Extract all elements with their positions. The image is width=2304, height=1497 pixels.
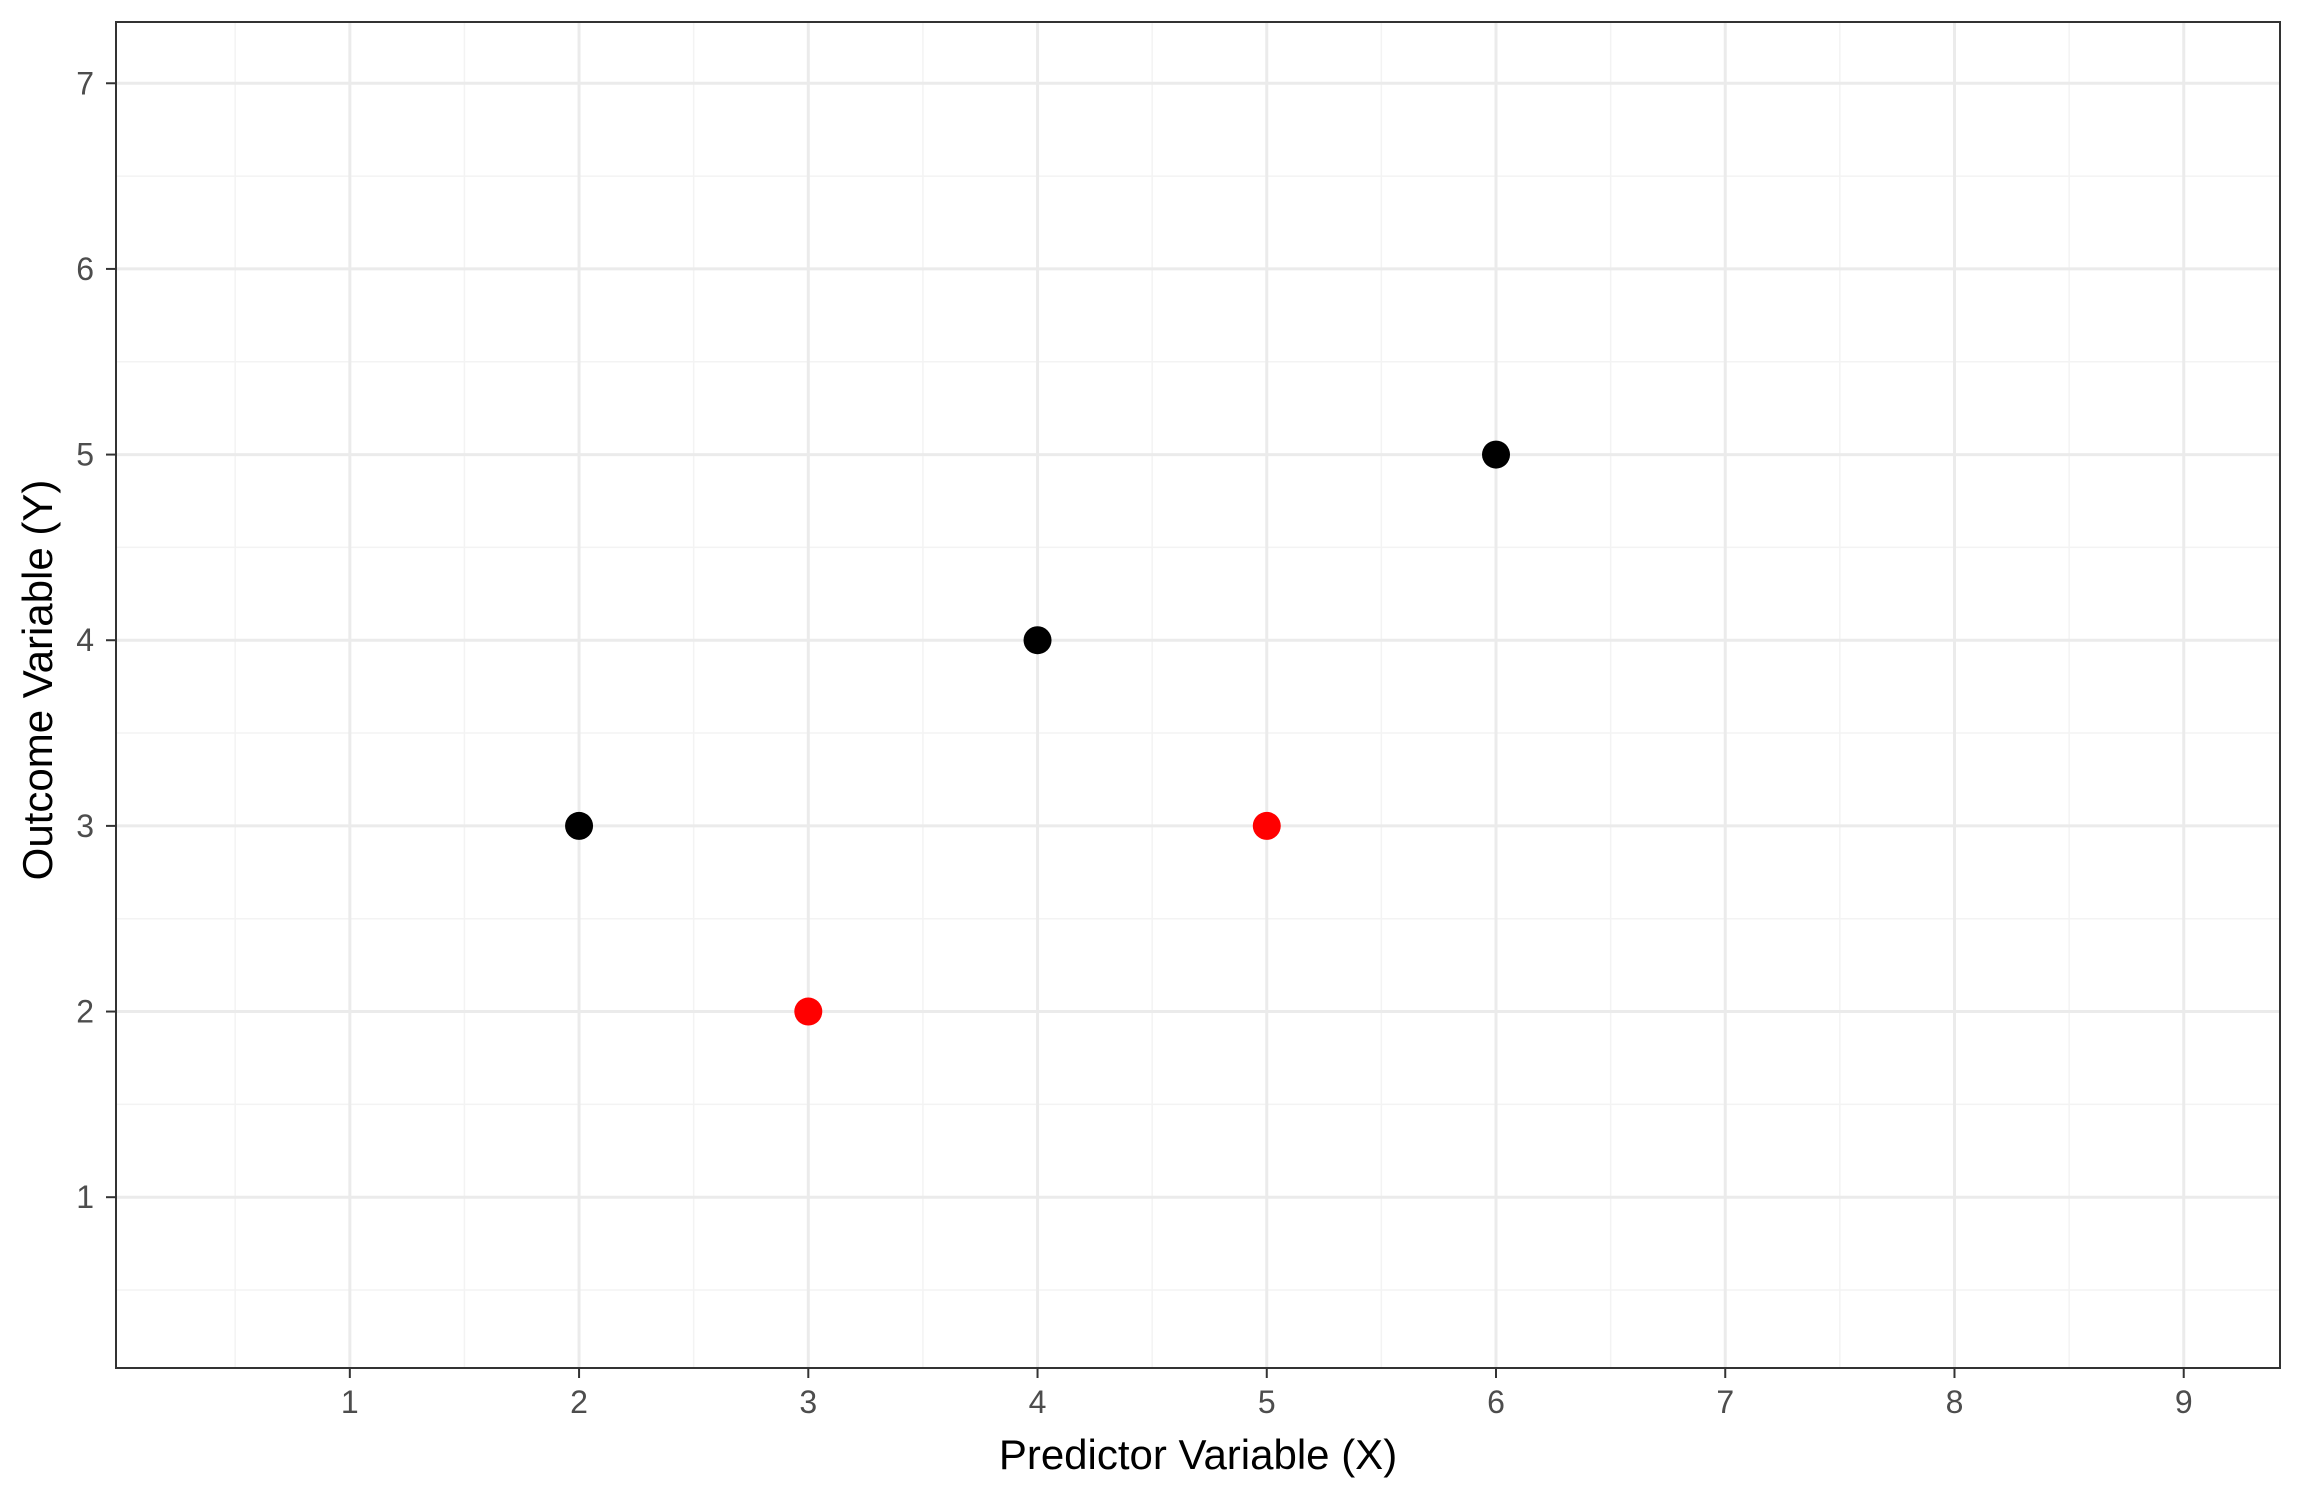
data-point — [565, 811, 594, 840]
y-tick-label: 4 — [76, 622, 94, 658]
y-axis-ticks: 1 2 3 4 5 6 7 — [76, 65, 116, 1215]
data-point — [1482, 440, 1511, 469]
x-tick-label: 7 — [1716, 1384, 1734, 1420]
data-points — [565, 440, 1511, 1026]
minor-gridlines — [116, 22, 2280, 1368]
x-axis-ticks: 1 2 3 4 5 6 7 8 9 — [341, 1368, 2193, 1420]
x-tick-label: 4 — [1029, 1384, 1047, 1420]
x-tick-label: 2 — [570, 1384, 588, 1420]
y-tick-label: 1 — [76, 1179, 94, 1215]
x-tick-label: 3 — [799, 1384, 817, 1420]
y-axis-title: Outcome Variable (Y) — [14, 480, 61, 881]
y-tick-label: 3 — [76, 808, 94, 844]
x-tick-label: 1 — [341, 1384, 359, 1420]
data-point — [1252, 811, 1281, 840]
y-tick-label: 6 — [76, 251, 94, 287]
x-axis-title: Predictor Variable (X) — [999, 1431, 1397, 1478]
data-point — [1023, 626, 1052, 655]
x-tick-label: 9 — [2175, 1384, 2193, 1420]
major-gridlines — [116, 22, 2280, 1368]
y-tick-label: 5 — [76, 437, 94, 473]
y-tick-label: 7 — [76, 65, 94, 101]
data-point — [794, 997, 823, 1026]
x-tick-label: 5 — [1258, 1384, 1276, 1420]
x-tick-label: 6 — [1487, 1384, 1505, 1420]
panel-border — [115, 21, 2281, 1369]
y-tick-label: 2 — [76, 994, 94, 1030]
x-tick-label: 8 — [1946, 1384, 1964, 1420]
